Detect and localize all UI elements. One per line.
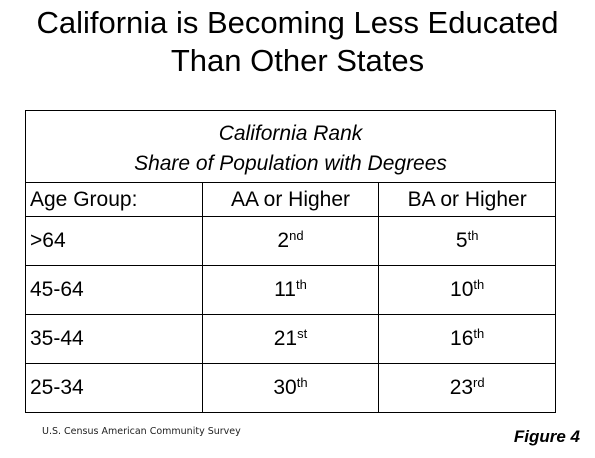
aa-rank-value: 30 xyxy=(273,376,297,399)
ba-rank-value: 10 xyxy=(450,278,474,301)
aa-rank-value: 21 xyxy=(273,327,298,350)
aa-rank-cell: 21st xyxy=(201,314,380,364)
age-group-cell: 35-44 xyxy=(25,314,203,364)
age-group-cell: >64 xyxy=(25,216,203,266)
ba-rank-cell: 16th xyxy=(378,314,556,364)
ba-rank-value: 5 xyxy=(455,229,468,252)
ba-rank-cell: 5th xyxy=(378,216,556,266)
aa-rank-cell: 30th xyxy=(201,363,380,413)
age-group-cell: 45-64 xyxy=(25,265,203,315)
table-row: 45-64 11th 10th xyxy=(25,265,556,315)
header-age-group: Age Group: xyxy=(25,182,203,217)
aa-rank-suffix: st xyxy=(297,326,308,341)
ba-rank-cell: 23rd xyxy=(378,363,556,413)
caption-line-2: Share of Population with Degrees xyxy=(134,151,447,175)
header-ba-or-higher: BA or Higher xyxy=(378,182,556,217)
aa-rank-cell: 11th xyxy=(201,265,380,315)
ba-rank-value: 16 xyxy=(450,327,474,350)
title-line-2: Than Other States xyxy=(170,43,425,78)
table-row: 35-44 21st 16th xyxy=(25,314,556,364)
aa-rank-suffix: th xyxy=(295,277,307,292)
aa-rank-suffix: nd xyxy=(289,228,304,243)
table-caption-row: California Rank Share of Population with… xyxy=(25,110,556,183)
caption-line-1: California Rank xyxy=(218,121,363,145)
table-row: 25-34 30th 23rd xyxy=(25,363,556,413)
ba-rank-suffix: rd xyxy=(473,375,485,390)
figure-label: Figure 4 xyxy=(513,427,580,446)
ba-rank-value: 23 xyxy=(449,376,474,399)
age-group-cell: 25-34 xyxy=(25,363,203,413)
table-caption: California Rank Share of Population with… xyxy=(25,110,556,183)
ba-rank-suffix: th xyxy=(473,277,485,292)
aa-rank-suffix: th xyxy=(296,375,308,390)
aa-rank-value: 11 xyxy=(274,278,296,301)
table-row: >64 2nd 5th xyxy=(25,216,556,266)
source-note: U.S. Census American Community Survey xyxy=(42,426,241,437)
header-aa-or-higher: AA or Higher xyxy=(201,182,380,217)
table-header-row: Age Group: AA or Higher BA or Higher xyxy=(25,182,556,217)
ba-rank-cell: 10th xyxy=(378,265,556,315)
title-line-1: California is Becoming Less Educated xyxy=(36,5,559,40)
ba-rank-suffix: th xyxy=(473,326,485,341)
ba-rank-suffix: th xyxy=(467,228,479,243)
aa-rank-cell: 2nd xyxy=(201,216,380,266)
rank-table: California Rank Share of Population with… xyxy=(25,110,556,413)
page-title: California is Becoming Less Educated Tha… xyxy=(0,4,595,80)
aa-rank-value: 2 xyxy=(277,229,290,252)
